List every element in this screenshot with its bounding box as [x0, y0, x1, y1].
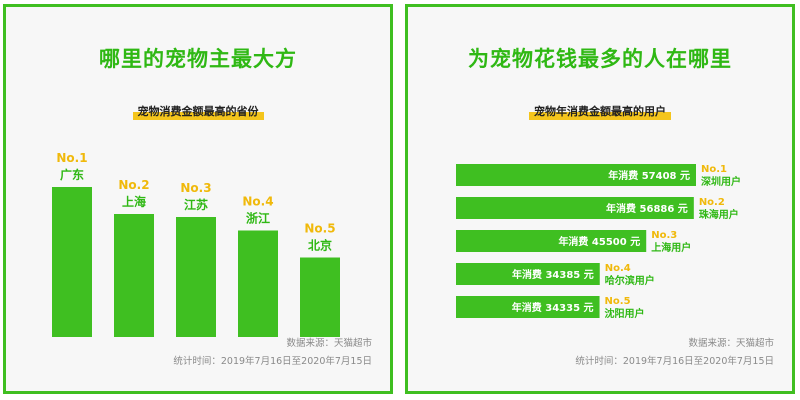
province-name-label: 上海: [122, 194, 146, 209]
user-rank-label: No.3: [651, 230, 677, 241]
user-city-label: 沈阳用户: [605, 307, 645, 320]
province-bar: [176, 217, 216, 337]
users-title: 为宠物花钱最多的人在哪里: [468, 47, 732, 71]
user-bar: [456, 296, 600, 318]
user-rank-label: No.2: [699, 197, 725, 208]
user-value-label: 年消费 34335 元: [512, 301, 594, 314]
province-rank-label: No.2: [118, 178, 149, 192]
province-bar: [114, 214, 154, 337]
province-rank-label: No.5: [304, 222, 335, 236]
users-subtitle-wrap: 宠物年消费金额最高的用户: [408, 100, 792, 120]
user-value-label: 年消费 57408 元: [608, 169, 690, 182]
users-panel: 为宠物花钱最多的人在哪里 宠物年消费金额最高的用户 年消费 57408 元 No.…: [405, 4, 795, 394]
province-bar-chart: No.1 广东 No.2 上海 No.3 江苏 No.4 浙江 No.5 北京: [52, 151, 340, 337]
user-rank-label: No.5: [605, 296, 631, 307]
province-bar: [300, 257, 340, 337]
users-source: 数据来源：天猫超市: [688, 338, 774, 349]
user-bar: [456, 263, 600, 285]
province-name-label: 广东: [60, 167, 84, 182]
user-value-label: 年消费 45500 元: [558, 235, 640, 248]
province-bar: [52, 187, 92, 337]
province-name-label: 北京: [308, 238, 332, 253]
user-city-label: 上海用户: [651, 241, 691, 254]
provinces-subtitle-wrap: 宠物消费金额最高的省份: [6, 100, 390, 120]
province-name-label: 江苏: [184, 197, 208, 212]
province-bar: [238, 230, 278, 337]
provinces-panel: 哪里的宠物主最大方 宠物消费金额最高的省份 No.1 广东 No.2 上海 No.3 江苏…: [3, 4, 393, 394]
user-bar: [456, 197, 694, 219]
user-city-label: 深圳用户: [701, 175, 741, 188]
user-value-label: 年消费 34385 元: [512, 268, 594, 281]
user-rank-label: No.1: [701, 164, 727, 175]
province-rank-label: No.1: [56, 151, 87, 165]
province-rank-label: No.4: [242, 195, 273, 209]
user-city-label: 哈尔滨用户: [605, 274, 655, 287]
user-rank-label: No.4: [605, 263, 631, 274]
users-period: 统计时间：2019年7月16日至2020年7月15日: [575, 356, 774, 367]
province-name-label: 浙江: [246, 211, 270, 226]
provinces-subtitle: 宠物消费金额最高的省份: [132, 103, 264, 120]
user-value-label: 年消费 56886 元: [606, 202, 688, 215]
provinces-period: 统计时间：2019年7月16日至2020年7月15日: [173, 356, 372, 367]
user-bar: [456, 230, 647, 252]
provinces-source: 数据来源：天猫超市: [286, 338, 372, 349]
province-rank-label: No.3: [180, 181, 211, 195]
user-city-label: 珠海用户: [699, 208, 739, 221]
provinces-title: 哪里的宠物主最大方: [99, 47, 297, 71]
users-subtitle: 宠物年消费金额最高的用户: [529, 103, 671, 120]
user-bar: [456, 164, 696, 186]
